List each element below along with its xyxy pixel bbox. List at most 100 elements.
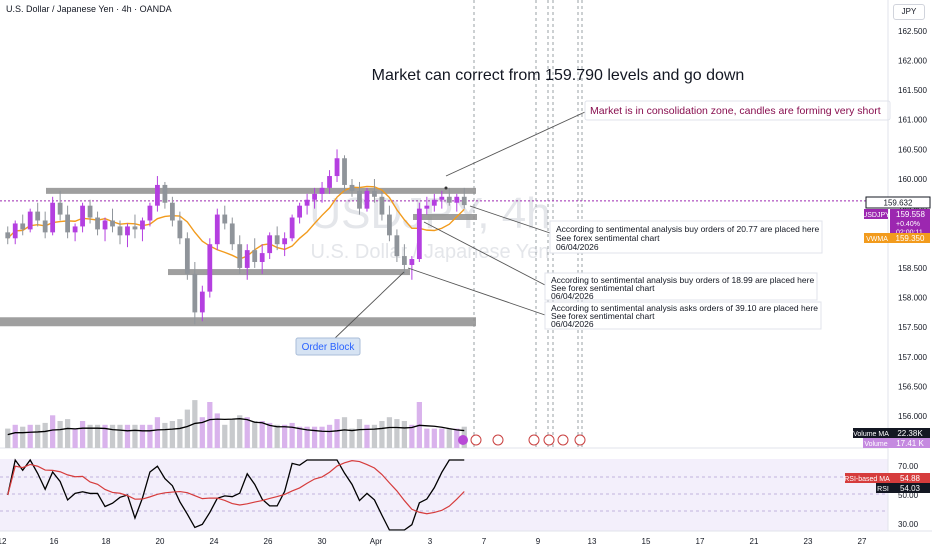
volume-bars — [5, 400, 467, 448]
us-flag-icon[interactable] — [543, 434, 555, 446]
time-axis[interactable]: 12 16 18 20 24 26 30 Apr 3 7 9 13 15 17 21 23 27 — [0, 537, 867, 546]
time-tick: 16 — [50, 537, 59, 546]
candles[interactable] — [5, 149, 467, 325]
candle-body[interactable] — [237, 244, 243, 268]
volume-bar — [326, 424, 333, 448]
time-tick: 24 — [210, 537, 219, 546]
candle-body[interactable] — [162, 184, 168, 203]
candle-body[interactable] — [57, 202, 63, 215]
us-flag-icon[interactable] — [557, 434, 569, 446]
candle-body[interactable] — [289, 217, 295, 239]
candle-body[interactable] — [117, 226, 123, 236]
sentiment-note-3-line3: 06/04/2026 — [551, 319, 594, 329]
order-block-zone[interactable] — [0, 317, 476, 327]
sentiment-note-1-line1: According to sentimental analysis buy or… — [556, 224, 819, 234]
candle-body[interactable] — [184, 238, 190, 274]
candle-body[interactable] — [327, 176, 332, 188]
sentiment-note-3-line2: See forex sentimental chart — [551, 311, 655, 321]
volume-bar — [50, 415, 56, 448]
candle-body[interactable] — [140, 220, 145, 230]
candle-body[interactable] — [372, 190, 377, 197]
candle-body[interactable] — [42, 220, 48, 233]
candle-body[interactable] — [409, 259, 415, 265]
candle-body[interactable] — [267, 235, 273, 254]
candle-body[interactable] — [177, 220, 183, 239]
candle-body[interactable] — [244, 250, 250, 268]
rsi-ma-value: 54.88 — [900, 474, 921, 483]
rsi-axis[interactable]: 70.00 50.00 30.00 — [898, 462, 919, 529]
candle-body[interactable] — [342, 158, 347, 185]
candle-body[interactable] — [35, 211, 41, 221]
order-block-label-box[interactable] — [295, 337, 361, 356]
candle-body[interactable] — [431, 199, 437, 206]
candle-body[interactable] — [319, 187, 325, 194]
candle-body[interactable] — [72, 226, 78, 233]
candle-body[interactable] — [110, 220, 115, 227]
candle-body[interactable] — [5, 232, 11, 239]
candle-body[interactable] — [349, 184, 355, 191]
candle-body[interactable] — [27, 211, 33, 230]
candle-body[interactable] — [379, 196, 385, 215]
candle-body[interactable] — [155, 184, 160, 206]
volume-bar — [5, 428, 11, 448]
us-flag-icon[interactable] — [528, 434, 540, 446]
candle-body[interactable] — [207, 244, 213, 292]
candle-body[interactable] — [12, 223, 18, 239]
sentiment-note-3-box[interactable] — [544, 301, 822, 330]
us-flag-icon[interactable] — [470, 434, 482, 446]
candle-body[interactable] — [252, 250, 258, 262]
price-tick: 162.500 — [898, 27, 927, 36]
consolidation-zone[interactable] — [413, 214, 477, 220]
candle-body[interactable] — [199, 291, 205, 313]
candle-body[interactable] — [147, 205, 153, 221]
sentiment-note-1-box[interactable] — [549, 220, 823, 254]
candle-body[interactable] — [125, 226, 130, 236]
candle-body[interactable] — [312, 193, 317, 200]
candle-body[interactable] — [80, 205, 85, 227]
candle-body[interactable] — [304, 199, 310, 206]
event-flag-icon[interactable] — [458, 435, 468, 445]
volume-bar — [132, 424, 138, 448]
sentiment-note-2-box[interactable] — [544, 272, 818, 301]
candle-body[interactable] — [132, 226, 138, 230]
headline-annotation[interactable]: Market can correct from 159.790 levels a… — [372, 67, 745, 84]
us-flag-icon[interactable] — [492, 434, 504, 446]
candle-body[interactable] — [416, 208, 422, 260]
volume-bar — [199, 417, 205, 448]
candle-body[interactable] — [229, 223, 235, 245]
us-flag-icon[interactable] — [574, 434, 586, 446]
candle-body[interactable] — [401, 256, 407, 265]
candle-body[interactable] — [439, 196, 445, 200]
candle-body[interactable] — [424, 205, 430, 209]
candle-body[interactable] — [394, 235, 400, 257]
candle-body[interactable] — [259, 253, 265, 262]
rsi-tick: 70.00 — [898, 462, 919, 471]
candle-body[interactable] — [169, 202, 175, 221]
candle-body[interactable] — [65, 214, 71, 233]
resistance-zone[interactable] — [46, 187, 476, 194]
candle-body[interactable] — [357, 190, 362, 209]
candle-body[interactable] — [334, 158, 340, 177]
candle-body[interactable] — [461, 196, 467, 206]
candle-body[interactable] — [102, 220, 108, 230]
candle-body[interactable] — [87, 205, 93, 218]
candle-body[interactable] — [446, 196, 452, 203]
volume-bar — [79, 421, 86, 448]
candle-body[interactable] — [214, 214, 220, 245]
candle-body[interactable] — [297, 205, 303, 218]
candle-body[interactable] — [274, 235, 280, 245]
support-zone[interactable] — [168, 269, 410, 276]
candle-body[interactable] — [50, 202, 56, 233]
event-flags[interactable] — [458, 434, 586, 446]
currency-selector[interactable]: JPY — [893, 4, 925, 20]
candle-body[interactable] — [454, 196, 460, 203]
candle-body[interactable] — [282, 238, 288, 245]
candle-body[interactable] — [364, 190, 370, 209]
candle-body[interactable] — [222, 214, 228, 224]
candle-body[interactable] — [387, 214, 392, 236]
candle-body[interactable] — [20, 223, 26, 230]
candle-body[interactable] — [192, 273, 198, 313]
consolidation-callout-box[interactable] — [584, 100, 891, 121]
candle-body[interactable] — [95, 217, 100, 230]
